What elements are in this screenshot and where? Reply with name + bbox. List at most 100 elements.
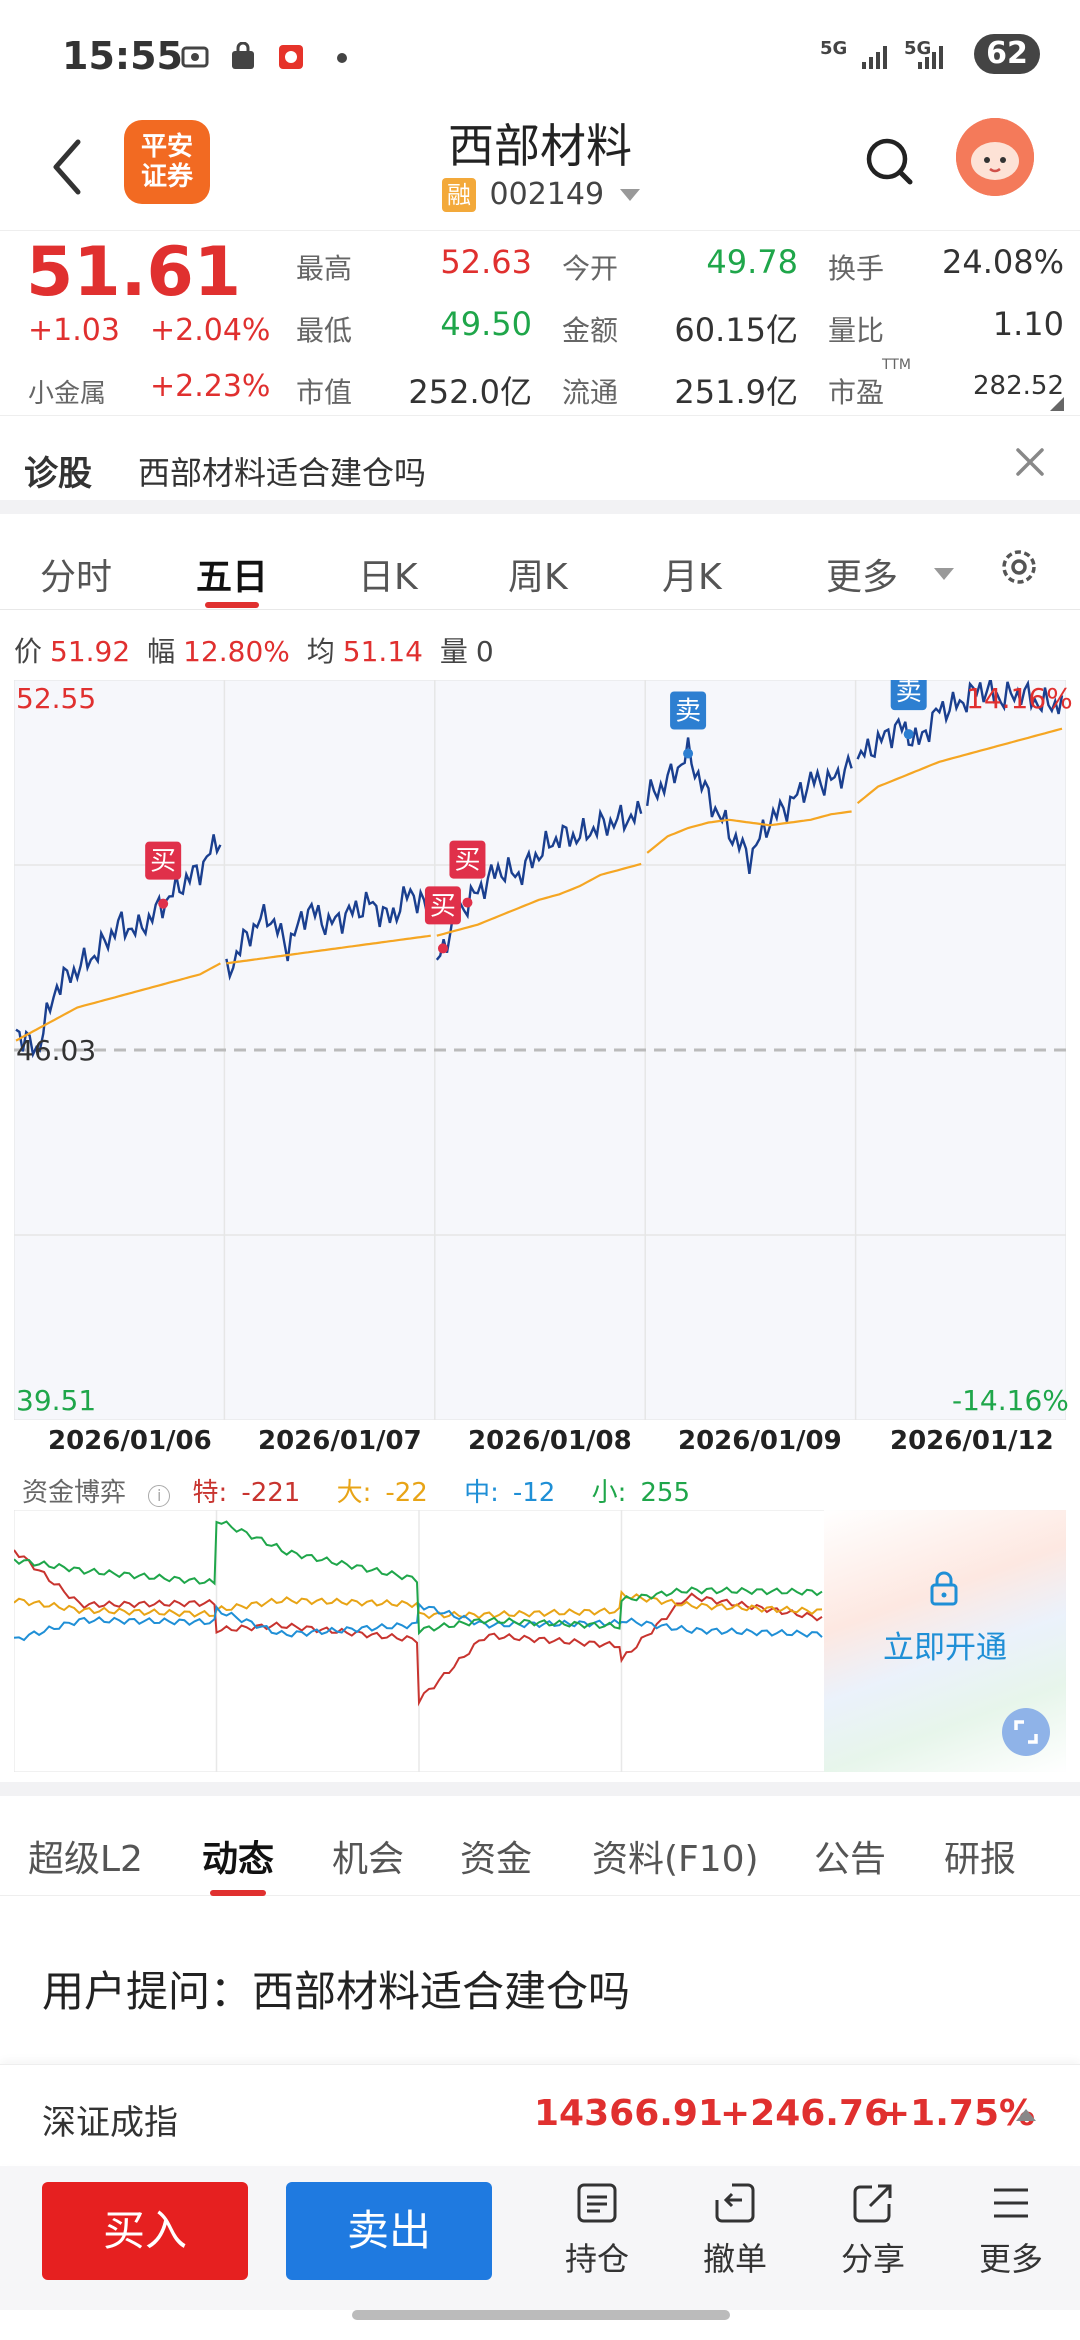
user-question[interactable]: 用户提问：西部材料适合建仓吗: [42, 1967, 631, 2016]
broker-logo[interactable]: 平安 证券: [124, 120, 210, 204]
dropdown-triangle-icon: [619, 188, 640, 201]
quote-panel: 51.61 +1.03 +2.04% 小金属 +2.23% 最高 52.63 今…: [0, 230, 1080, 416]
expand-icon[interactable]: [1002, 1708, 1050, 1756]
float-cap-label: 流通: [562, 376, 619, 409]
stock-code-selector[interactable]: 融 002149: [442, 176, 640, 216]
capital-flow-title: 资金博弈: [22, 1478, 127, 1508]
active-tab-indicator: [210, 1890, 266, 1896]
screenshot-icon: [181, 46, 209, 68]
assistant-avatar[interactable]: [956, 118, 1034, 196]
menu-lines-icon: [994, 2188, 1028, 2218]
more-button[interactable]: 更多: [966, 2180, 1056, 2280]
undo-order-icon: [715, 2183, 755, 2223]
back-arrow-icon[interactable]: [40, 132, 100, 202]
low-value: 49.50: [440, 305, 532, 343]
flow-small: 小: 255: [592, 1478, 704, 1508]
share-button[interactable]: 分享: [828, 2180, 918, 2280]
more-label: 更多: [978, 2240, 1043, 2278]
turnover-label: 换手: [828, 252, 885, 285]
content-tabs: 超级L2 动态 机会 资金 资料(F10) 公告 研报: [0, 1796, 1080, 1896]
network-label-2: 5G: [904, 38, 932, 59]
clock: 15:55: [62, 34, 183, 78]
current-price: 51.61: [26, 233, 242, 312]
diagnosis-text[interactable]: 西部材料适合建仓吗: [138, 454, 427, 492]
crosshair-range: 12.80%: [183, 635, 290, 668]
tab-news-feed[interactable]: 动态: [202, 1839, 275, 1880]
price-change-pct: +2.04%: [150, 313, 271, 348]
status-bar: 15:55 5G 5G 62: [0, 0, 1080, 110]
pct-max-label: 14.16%: [966, 682, 1073, 715]
expand-up-icon[interactable]: [1016, 2109, 1036, 2121]
signal-dot: [462, 897, 473, 908]
date-label: 2026/01/12: [890, 1426, 1054, 1456]
average-line-day-0: [15, 962, 221, 1042]
flow-medium: 中: -12: [464, 1478, 569, 1508]
tab-weekly-k[interactable]: 周K: [508, 557, 568, 598]
range-label: 幅: [147, 635, 176, 668]
signal-icon-2: [918, 46, 943, 69]
diagnosis-label: 诊股: [24, 454, 92, 494]
tab-daily-k[interactable]: 日K: [358, 557, 418, 598]
index-name: 深证成指: [42, 2103, 178, 2143]
search-icon[interactable]: [860, 132, 920, 192]
cancel-order-button[interactable]: 撤单: [690, 2180, 780, 2280]
tab-super-l2[interactable]: 超级L2: [28, 1839, 143, 1880]
buy-signal-label: 买: [430, 891, 456, 921]
tab-more[interactable]: 更多: [826, 557, 899, 598]
tab-five-day[interactable]: 五日: [196, 557, 269, 598]
price-line-day-4: [856, 680, 1064, 760]
stock-code: 002149: [489, 177, 605, 212]
y-axis-max-label: 52.55: [16, 682, 97, 715]
stock-name: 西部材料: [448, 119, 632, 173]
positions-label: 持仓: [564, 2240, 629, 2278]
flow-line-3: [14, 1520, 823, 1636]
more-dropdown-icon: [934, 568, 954, 580]
pe-label[interactable]: 市盈: [828, 376, 885, 409]
tab-f10[interactable]: 资料(F10): [592, 1839, 759, 1880]
tab-research[interactable]: 研报: [944, 1839, 1017, 1880]
sell-signal-label: 卖: [675, 696, 701, 726]
date-axis: 2026/01/06 2026/01/07 2026/01/08 2026/01…: [0, 1426, 1080, 1466]
open-label: 今开: [562, 252, 619, 285]
app-notification-icon: [279, 45, 303, 69]
share-label: 分享: [840, 2240, 905, 2278]
tab-capital[interactable]: 资金: [460, 1839, 533, 1880]
price-label: 价: [14, 635, 43, 668]
gear-icon[interactable]: [996, 544, 1042, 590]
average-line-day-1: [226, 934, 431, 965]
signal-dot: [158, 898, 169, 909]
float-cap-value: 251.9亿: [674, 373, 798, 411]
market-index-bar[interactable]: 深证成指 14366.91 +246.76 +1.75%: [0, 2064, 1080, 2164]
sell-button[interactable]: 卖出: [286, 2182, 492, 2280]
price-line-day-0: [15, 834, 222, 1059]
average-line-day-2: [436, 862, 642, 937]
flow-label: 中:: [464, 1478, 499, 1508]
stock-diagnosis-bar[interactable]: 诊股 西部材料适合建仓吗: [0, 418, 1080, 514]
battery-indicator: 62: [974, 34, 1040, 74]
stock-header: 平安 证券 西部材料 融 002149: [0, 110, 1080, 230]
positions-button[interactable]: 持仓: [552, 2180, 642, 2280]
close-icon[interactable]: [1010, 442, 1050, 482]
price-line-day-1: [225, 886, 432, 981]
fullscreen-icon: [1014, 1720, 1038, 1744]
pe-ttm-sup: TTM: [882, 357, 911, 373]
info-icon[interactable]: i: [148, 1485, 171, 1507]
price-change: +1.03: [28, 313, 120, 348]
amount-value: 60.15亿: [674, 311, 798, 349]
tab-announcements[interactable]: 公告: [814, 1839, 887, 1880]
flow-line-0: [14, 1549, 823, 1707]
volume-ratio-value: 1.10: [992, 305, 1064, 343]
tab-monthly-k[interactable]: 月K: [662, 557, 722, 598]
active-tab-indicator: [205, 602, 259, 608]
tab-opportunities[interactable]: 机会: [332, 1839, 405, 1880]
date-label: 2026/01/08: [468, 1426, 632, 1456]
unlock-now-link[interactable]: 立即开通: [883, 1630, 1007, 1666]
amount-label: 金额: [562, 314, 619, 347]
date-label: 2026/01/09: [678, 1426, 842, 1456]
signal-badge: [890, 680, 927, 711]
sector-name[interactable]: 小金属: [28, 379, 107, 409]
flow-super-large: 特: -221: [193, 1478, 315, 1508]
buy-button[interactable]: 买入: [42, 2182, 248, 2280]
tab-intraday[interactable]: 分时: [40, 557, 113, 598]
